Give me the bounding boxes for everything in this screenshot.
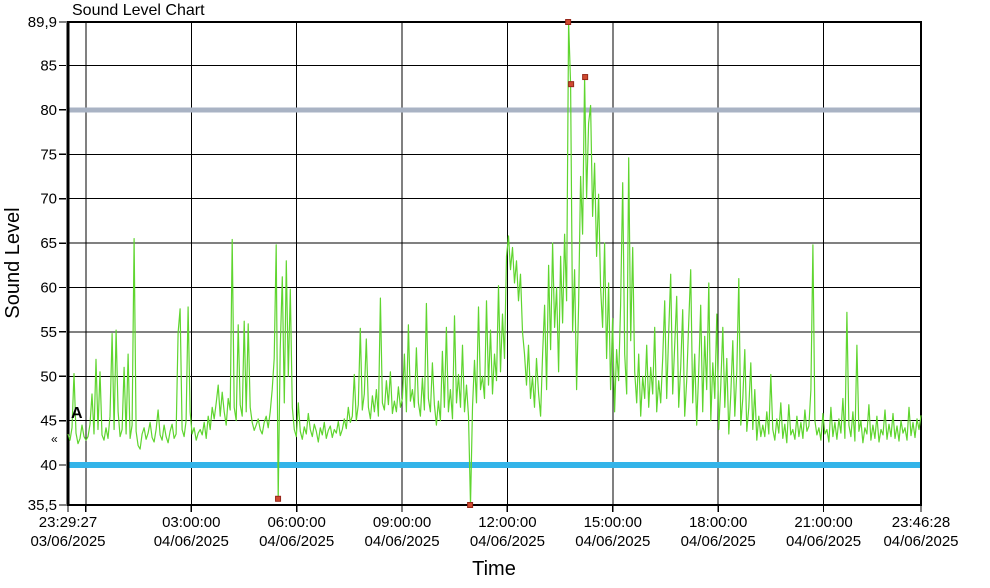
x-tick-time-label: 23:29:27 (39, 514, 97, 531)
gridlines (68, 22, 921, 505)
chart-title: Sound Level Chart (72, 2, 205, 19)
alarm-marker (275, 495, 282, 502)
x-tick-date-label: 04/06/2025 (681, 533, 756, 550)
x-tick-date-label: 04/06/2025 (883, 533, 958, 550)
cursor-arrow-icon[interactable]: « (51, 432, 58, 446)
sound-level-series (67, 21, 922, 506)
y-tick-label: 55 (40, 324, 57, 341)
y-tick-label: 85 (40, 58, 57, 75)
x-tick-date-label: 04/06/2025 (786, 533, 861, 550)
alarm-marker (582, 74, 589, 81)
y-axis-title: Sound Level (2, 207, 24, 318)
y-tick-label: 35,5 (28, 497, 57, 514)
x-tick-date-label: 04/06/2025 (259, 533, 334, 550)
axis-ticks: 89,9 85 80 75 70 65 60 55 50 45 40 35,523:29:27 03/0… (28, 14, 959, 550)
alarm-marker (568, 81, 575, 88)
y-tick-label: 40 (40, 457, 57, 474)
y-tick-label: 70 (40, 191, 57, 208)
alarm-marker (467, 502, 474, 508)
y-tick-label: 75 (40, 146, 57, 163)
x-tick-time-label: 12:00:00 (478, 514, 536, 531)
cursor-label[interactable]: A (71, 405, 83, 422)
x-tick-time-label: 15:00:00 (584, 514, 642, 531)
x-tick-time-label: 06:00:00 (267, 514, 325, 531)
alarm-markers (275, 19, 589, 508)
x-tick-time-label: 23:46:28 (892, 514, 950, 531)
x-tick-time-label: 18:00:00 (689, 514, 747, 531)
x-tick-date-label: 03/06/2025 (30, 533, 105, 550)
series-line (67, 21, 922, 506)
x-tick-date-label: 04/06/2025 (154, 533, 229, 550)
y-tick-label: 45 (40, 413, 57, 430)
x-tick-time-label: 21:00:00 (794, 514, 852, 531)
x-tick-date-label: 04/06/2025 (575, 533, 650, 550)
x-tick-date-label: 04/06/2025 (470, 533, 545, 550)
y-tick-label: 60 (40, 279, 57, 296)
y-tick-label: 50 (40, 368, 57, 385)
alarm-marker (565, 19, 572, 25)
y-tick-label: 80 (40, 102, 57, 119)
x-tick-time-label: 03:00:00 (162, 514, 220, 531)
reference-lines (69, 107, 920, 469)
x-tick-time-label: 09:00:00 (373, 514, 431, 531)
plot-border (66, 21, 922, 506)
x-axis-title: Time (472, 558, 516, 580)
x-tick-date-label: 04/06/2025 (364, 533, 439, 550)
y-tick-label: 65 (40, 235, 57, 252)
y-tick-label: 89,9 (28, 14, 57, 31)
